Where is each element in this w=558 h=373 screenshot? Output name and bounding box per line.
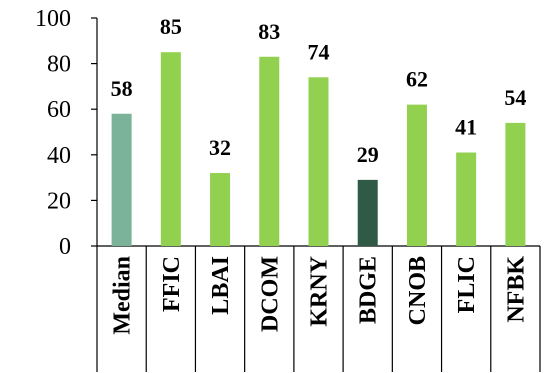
bar-cnob — [406, 104, 427, 246]
bar-krny — [308, 77, 329, 246]
data-label-median: 58 — [111, 76, 133, 101]
data-labels: 58 85 32 83 74 29 62 41 54 — [111, 14, 527, 167]
x-tick-label-dcom: DCOM — [257, 256, 283, 332]
x-tick-label-ffic: FFIC — [159, 256, 185, 312]
data-label-krny: 74 — [308, 39, 330, 64]
bar-median — [111, 113, 132, 246]
data-label-flic: 41 — [455, 115, 477, 140]
bar-dcom — [259, 56, 280, 247]
bars — [111, 52, 526, 247]
x-tick-label-cnob: CNOB — [405, 256, 431, 325]
data-label-ffic: 85 — [160, 14, 182, 39]
x-tick-label-nfbk: NFBK — [503, 256, 529, 323]
data-label-bdge: 29 — [357, 142, 379, 167]
x-tick-label-flic: FLIC — [454, 256, 480, 313]
x-tick-label-bdge: BDGE — [356, 256, 382, 324]
bar-flic — [456, 152, 477, 246]
data-label-cnob: 62 — [406, 67, 428, 92]
x-axis: Median FFIC LBAI DCOM KRNY BDGE CNOB FLIC NFBK — [96, 245, 541, 372]
bar-lbai — [210, 173, 231, 246]
bar-ffic — [160, 52, 181, 247]
data-label-dcom: 83 — [258, 19, 280, 44]
x-tick-label-median: Median — [110, 256, 136, 335]
data-label-nfbk: 54 — [504, 85, 526, 110]
bar-nfbk — [505, 122, 526, 246]
y-tick-label: 20 — [47, 188, 71, 214]
x-tick-label-krny: KRNY — [307, 256, 333, 327]
data-label-lbai: 32 — [209, 135, 231, 160]
bar-bdge — [357, 179, 378, 246]
x-tick-label-lbai: LBAI — [208, 256, 234, 315]
y-tick-label: 0 — [59, 234, 71, 260]
y-tick-label: 100 — [35, 6, 71, 32]
y-axis: 0 20 40 60 80 100 — [35, 6, 98, 260]
y-tick-label: 60 — [47, 97, 71, 123]
y-tick-label: 80 — [47, 52, 71, 78]
y-tick-label: 40 — [47, 143, 71, 169]
